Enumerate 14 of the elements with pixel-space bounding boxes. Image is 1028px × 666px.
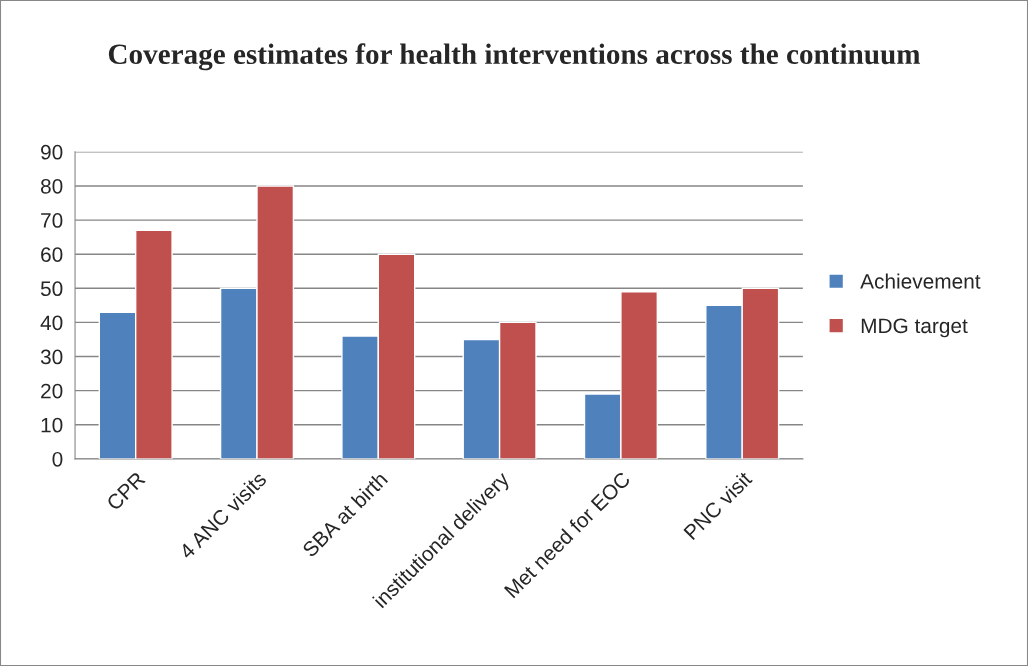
y-tick-label: 60 bbox=[41, 247, 63, 262]
legend-label: Achievement bbox=[860, 273, 981, 289]
y-tick-label: 20 bbox=[41, 383, 63, 399]
y-tick-label: 0 bbox=[52, 451, 63, 467]
y-tick-label: 50 bbox=[40, 281, 63, 297]
y-tick-label: 30 bbox=[40, 349, 63, 365]
chart-title: Coverage estimates for health interventions across the continuum bbox=[108, 43, 921, 71]
x-tick-label: SBA at birth bbox=[301, 470, 389, 558]
y-tick-label: 10 bbox=[41, 417, 63, 433]
y-tick-label: 70 bbox=[41, 213, 63, 228]
y-tick-label: 80 bbox=[40, 178, 63, 194]
y-tick-label: 90 bbox=[41, 144, 63, 160]
y-tick-label: 40 bbox=[40, 315, 63, 331]
legend-label: MDG target bbox=[861, 318, 968, 338]
